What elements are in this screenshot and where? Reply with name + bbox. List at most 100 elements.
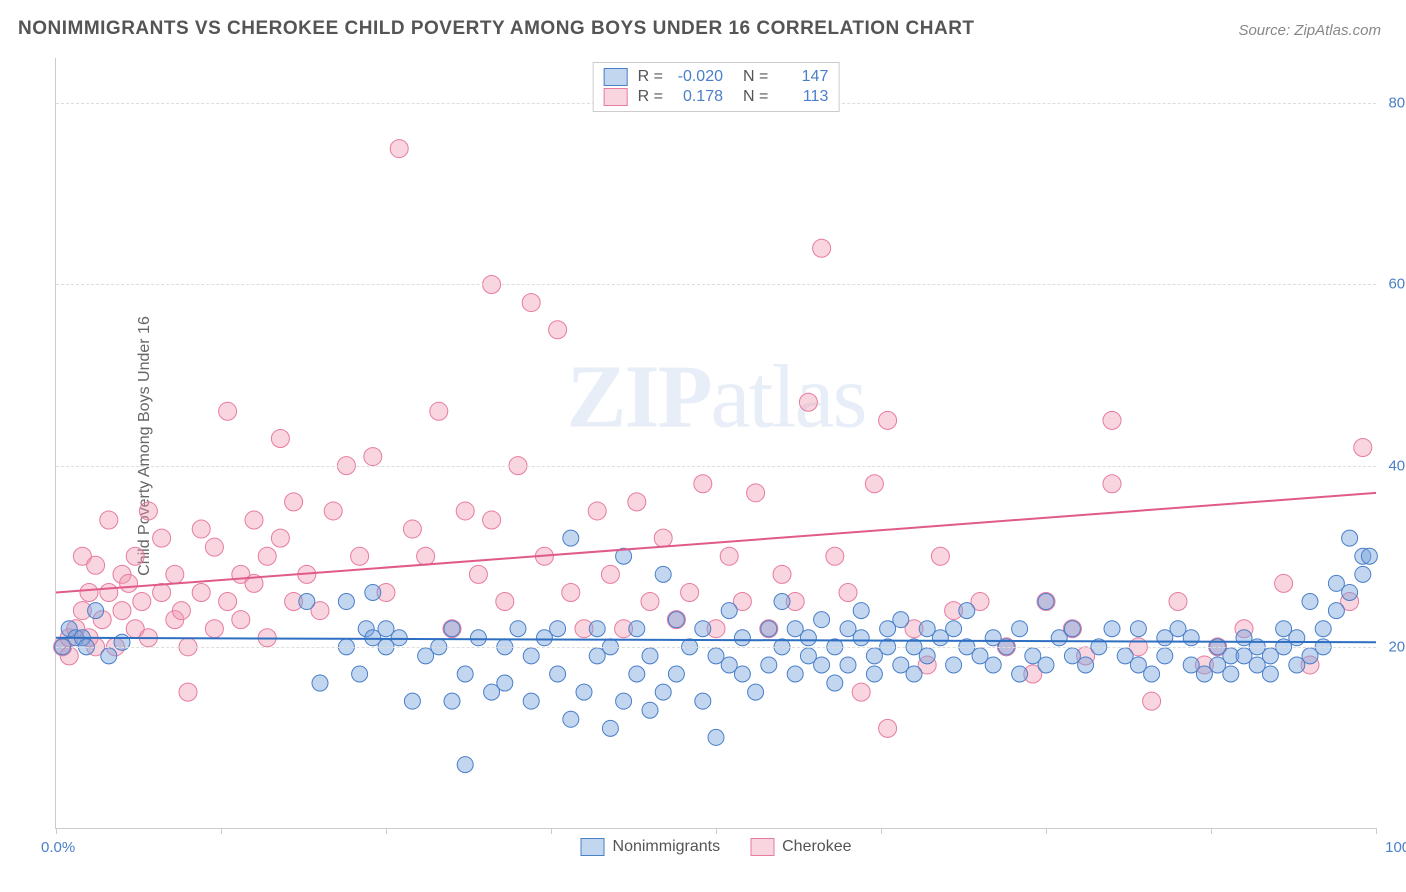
scatter-point — [133, 593, 151, 611]
scatter-point — [365, 584, 381, 600]
x-tick — [716, 828, 717, 834]
scatter-point — [694, 475, 712, 493]
scatter-point — [629, 666, 645, 682]
scatter-point — [827, 675, 843, 691]
source-label: Source: ZipAtlas.com — [1238, 22, 1381, 39]
scatter-point — [172, 602, 190, 620]
scatter-point — [338, 594, 354, 610]
scatter-point — [655, 684, 671, 700]
scatter-point — [906, 666, 922, 682]
scatter-point — [695, 621, 711, 637]
scatter-point — [1223, 666, 1239, 682]
scatter-point — [205, 620, 223, 638]
legend-series: Nonimmigrants Cherokee — [581, 838, 852, 856]
x-tick-min: 0.0% — [41, 839, 75, 856]
scatter-point — [734, 666, 750, 682]
scatter-point — [522, 294, 540, 312]
scatter-point — [1275, 574, 1293, 592]
scatter-point — [602, 720, 618, 736]
scatter-point — [813, 239, 831, 257]
scatter-point — [100, 511, 118, 529]
scatter-point — [1012, 621, 1028, 637]
scatter-point — [153, 529, 171, 547]
scatter-point — [219, 402, 237, 420]
scatter-point — [417, 547, 435, 565]
scatter-point — [773, 565, 791, 583]
legend-series-label: Cherokee — [782, 838, 851, 856]
scatter-point — [496, 593, 514, 611]
scatter-point — [166, 565, 184, 583]
scatter-point — [192, 583, 210, 601]
scatter-point — [114, 634, 130, 650]
scatter-point — [497, 675, 513, 691]
scatter-point — [589, 621, 605, 637]
scatter-point — [285, 493, 303, 511]
scatter-point — [814, 657, 830, 673]
scatter-point — [1302, 594, 1318, 610]
x-tick — [881, 828, 882, 834]
scatter-point — [1354, 439, 1372, 457]
y-tick-label: 60.0% — [1381, 276, 1406, 293]
scatter-point — [946, 657, 962, 673]
scatter-point — [483, 511, 501, 529]
scatter-point — [893, 612, 909, 628]
gridline — [56, 284, 1376, 285]
scatter-point — [799, 393, 817, 411]
scatter-point — [576, 684, 592, 700]
scatter-point — [1143, 692, 1161, 710]
gridline — [56, 647, 1376, 648]
scatter-point — [853, 603, 869, 619]
scatter-point — [523, 693, 539, 709]
scatter-point — [352, 666, 368, 682]
x-tick — [551, 828, 552, 834]
scatter-point — [1289, 630, 1305, 646]
scatter-point — [1064, 621, 1080, 637]
scatter-point — [1355, 566, 1371, 582]
scatter-point — [668, 666, 684, 682]
scatter-point — [866, 666, 882, 682]
scatter-point — [919, 648, 935, 664]
scatter-point — [1183, 630, 1199, 646]
scatter-point — [641, 593, 659, 611]
scatter-point — [179, 683, 197, 701]
x-tick — [221, 828, 222, 834]
scatter-point — [364, 448, 382, 466]
scatter-point — [469, 565, 487, 583]
scatter-point — [299, 594, 315, 610]
scatter-point — [430, 402, 448, 420]
plot-area: ZIPatlas R =-0.020N =147R =0.178N =113 0… — [55, 58, 1376, 829]
legend-row: R =0.178N =113 — [604, 87, 829, 107]
scatter-point — [1328, 603, 1344, 619]
scatter-point — [852, 683, 870, 701]
scatter-point — [708, 729, 724, 745]
scatter-point — [120, 574, 138, 592]
scatter-point — [550, 666, 566, 682]
x-tick — [1376, 828, 1377, 834]
scatter-point — [391, 630, 407, 646]
scatter-point — [324, 502, 342, 520]
y-tick-label: 40.0% — [1381, 457, 1406, 474]
legend-swatch — [581, 838, 605, 856]
scatter-point — [879, 719, 897, 737]
legend-series-label: Nonimmigrants — [613, 838, 721, 856]
scatter-point — [588, 502, 606, 520]
scatter-point — [1315, 621, 1331, 637]
scatter-point — [839, 583, 857, 601]
scatter-point — [403, 520, 421, 538]
scatter-point — [192, 520, 210, 538]
scatter-point — [865, 475, 883, 493]
scatter-point — [800, 630, 816, 646]
scatter-point — [87, 556, 105, 574]
scatter-point — [88, 603, 104, 619]
scatter-point — [563, 711, 579, 727]
scatter-point — [312, 675, 328, 691]
legend-swatch — [604, 68, 628, 86]
legend-row: R =-0.020N =147 — [604, 67, 829, 87]
scatter-point — [774, 594, 790, 610]
scatter-point — [879, 411, 897, 429]
scatter-point — [655, 566, 671, 582]
scatter-point — [101, 648, 117, 664]
scatter-point — [814, 612, 830, 628]
scatter-point — [721, 603, 737, 619]
scatter-point — [1103, 475, 1121, 493]
